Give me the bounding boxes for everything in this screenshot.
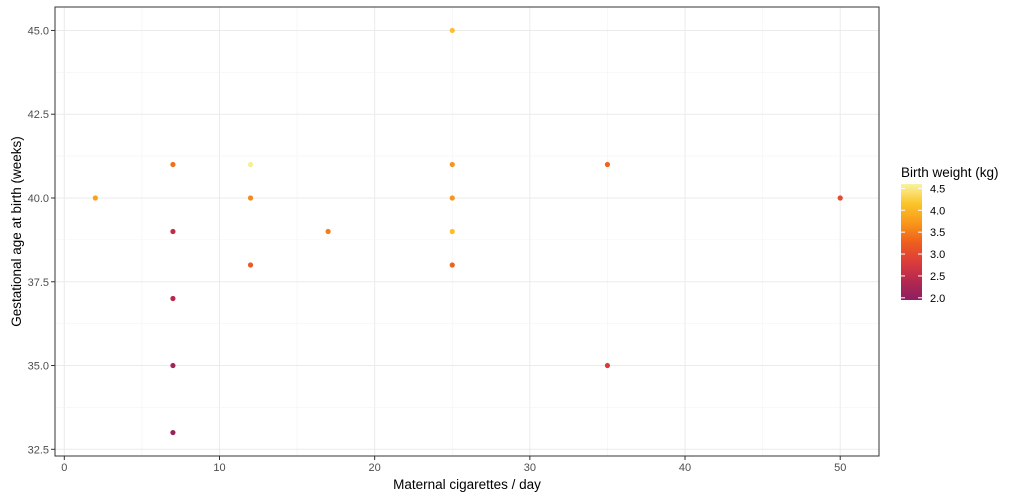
- data-point: [247, 262, 254, 268]
- legend-tick-label: 4.5: [930, 183, 945, 195]
- x-tick-label: 10: [213, 462, 225, 474]
- data-point: [170, 295, 176, 302]
- y-tick-label: 42.5: [28, 109, 49, 121]
- y-tick-label: 35.0: [28, 361, 49, 373]
- x-tick-label: 20: [369, 462, 381, 474]
- legend-tick-label: 2.0: [930, 293, 945, 305]
- data-point: [170, 228, 176, 235]
- x-tick-label: 40: [679, 462, 691, 474]
- legend-tick-label: 3.0: [930, 249, 945, 261]
- data-point: [604, 161, 611, 168]
- data-point: [837, 195, 843, 201]
- data-point: [449, 228, 455, 235]
- legend-tick-label: 3.5: [930, 227, 945, 239]
- y-axis: 32.5 35.0 37.5 40.0 42.5 45.0: [28, 25, 55, 456]
- data-point: [325, 228, 331, 235]
- x-axis: 0 10 20 30 40 50: [61, 456, 846, 474]
- data-point: [449, 195, 455, 201]
- legend-tick-label: 2.5: [930, 271, 945, 283]
- y-tick-label: 40.0: [28, 193, 49, 205]
- y-tick-label: 45.0: [28, 25, 49, 37]
- x-tick-label: 50: [834, 462, 846, 474]
- data-point: [449, 161, 455, 168]
- legend-tick-label: 4.0: [930, 205, 945, 217]
- x-tick-label: 30: [524, 462, 536, 474]
- data-point: [247, 195, 254, 201]
- legend-title: Birth weight (kg): [901, 165, 999, 180]
- gridlines: [55, 7, 879, 456]
- x-tick-label: 0: [61, 462, 67, 474]
- data-point: [247, 161, 254, 168]
- y-tick-label: 37.5: [28, 277, 49, 289]
- data-point: [170, 161, 176, 168]
- data-point: [170, 429, 176, 436]
- x-axis-title: Maternal cigarettes / day: [393, 477, 541, 492]
- color-legend: Birth weight (kg) 2.0 2.5 3.0 3.5 4.0 4.5: [901, 165, 999, 305]
- data-point: [604, 362, 611, 369]
- legend-colorbar: [901, 184, 922, 300]
- data-point: [449, 27, 455, 34]
- plot-panel-border: [54, 6, 880, 457]
- y-tick-label: 32.5: [28, 444, 49, 456]
- legend-ticks: 2.0 2.5 3.0 3.5 4.0 4.5: [901, 183, 945, 305]
- data-point: [92, 195, 98, 201]
- data-point: [449, 262, 455, 268]
- data-point: [170, 362, 176, 369]
- data-points: [92, 27, 843, 436]
- y-axis-title: Gestational age at birth (weeks): [9, 136, 24, 327]
